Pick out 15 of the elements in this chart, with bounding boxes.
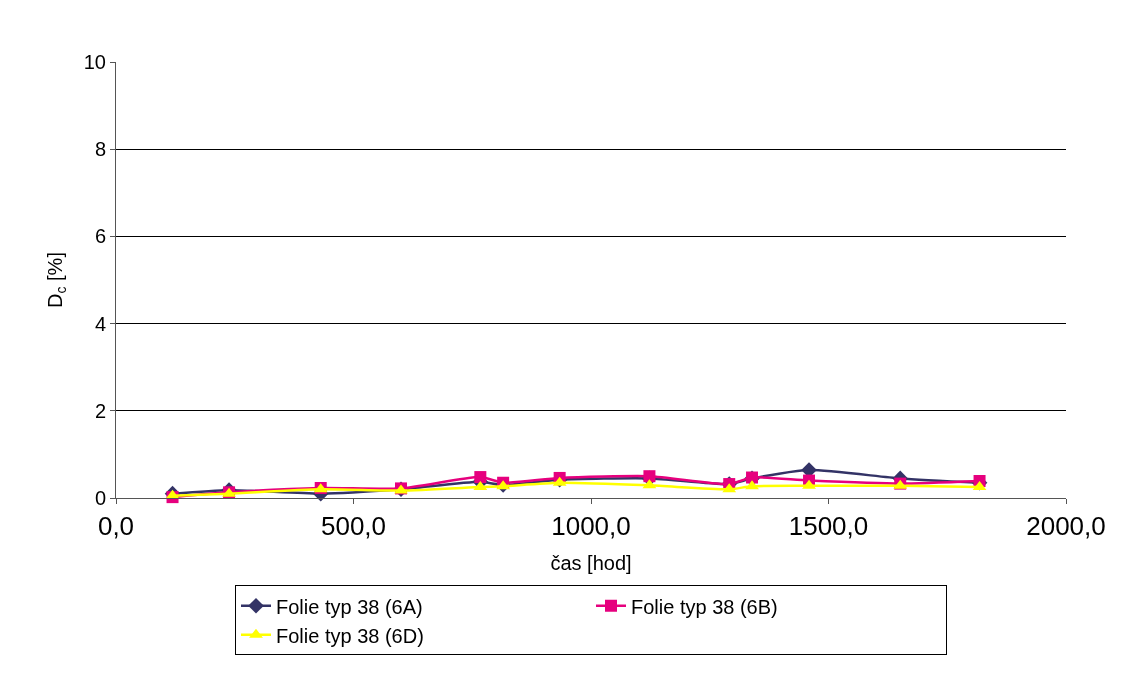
y-tick-label: 10 (83, 51, 106, 73)
y-tick-label: 6 (94, 225, 106, 248)
legend-label: Folie typ 38 (6D) (276, 624, 424, 647)
y-tick-label: 0 (94, 487, 106, 509)
y-tick-label: 2 (94, 399, 106, 422)
x-tick-label: 0,0 (97, 511, 135, 542)
x-tick-label: 500,0 (320, 511, 387, 542)
x-tick-label: 2000,0 (1026, 511, 1106, 542)
legend-label: Folie typ 38 (6B) (631, 595, 778, 618)
legend-label: Folie typ 38 (6A) (276, 595, 423, 618)
x-axis-title: čas [hod] (550, 551, 632, 574)
y-tick-label: 4 (94, 312, 106, 335)
y-tick-label: 8 (94, 138, 106, 161)
x-tick-label: 1500,0 (788, 511, 869, 542)
x-tick-label: 1000,0 (551, 511, 631, 542)
